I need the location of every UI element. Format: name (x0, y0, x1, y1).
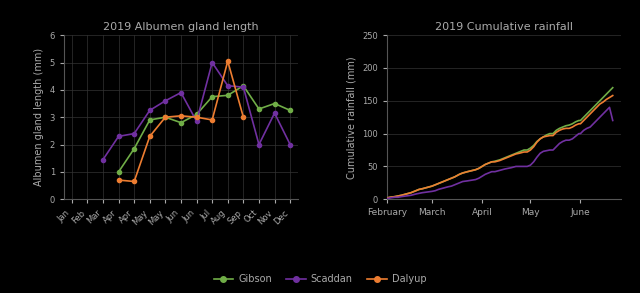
Title: 2019 Cumulative rainfall: 2019 Cumulative rainfall (435, 22, 573, 32)
Legend: Gibson, Scaddan, Dalyup: Gibson, Scaddan, Dalyup (210, 270, 430, 288)
Title: 2019 Albumen gland length: 2019 Albumen gland length (103, 22, 259, 32)
Y-axis label: Cumulative rainfall (mm): Cumulative rainfall (mm) (346, 56, 356, 178)
Y-axis label: Albumen gland length (mm): Albumen gland length (mm) (34, 48, 44, 186)
